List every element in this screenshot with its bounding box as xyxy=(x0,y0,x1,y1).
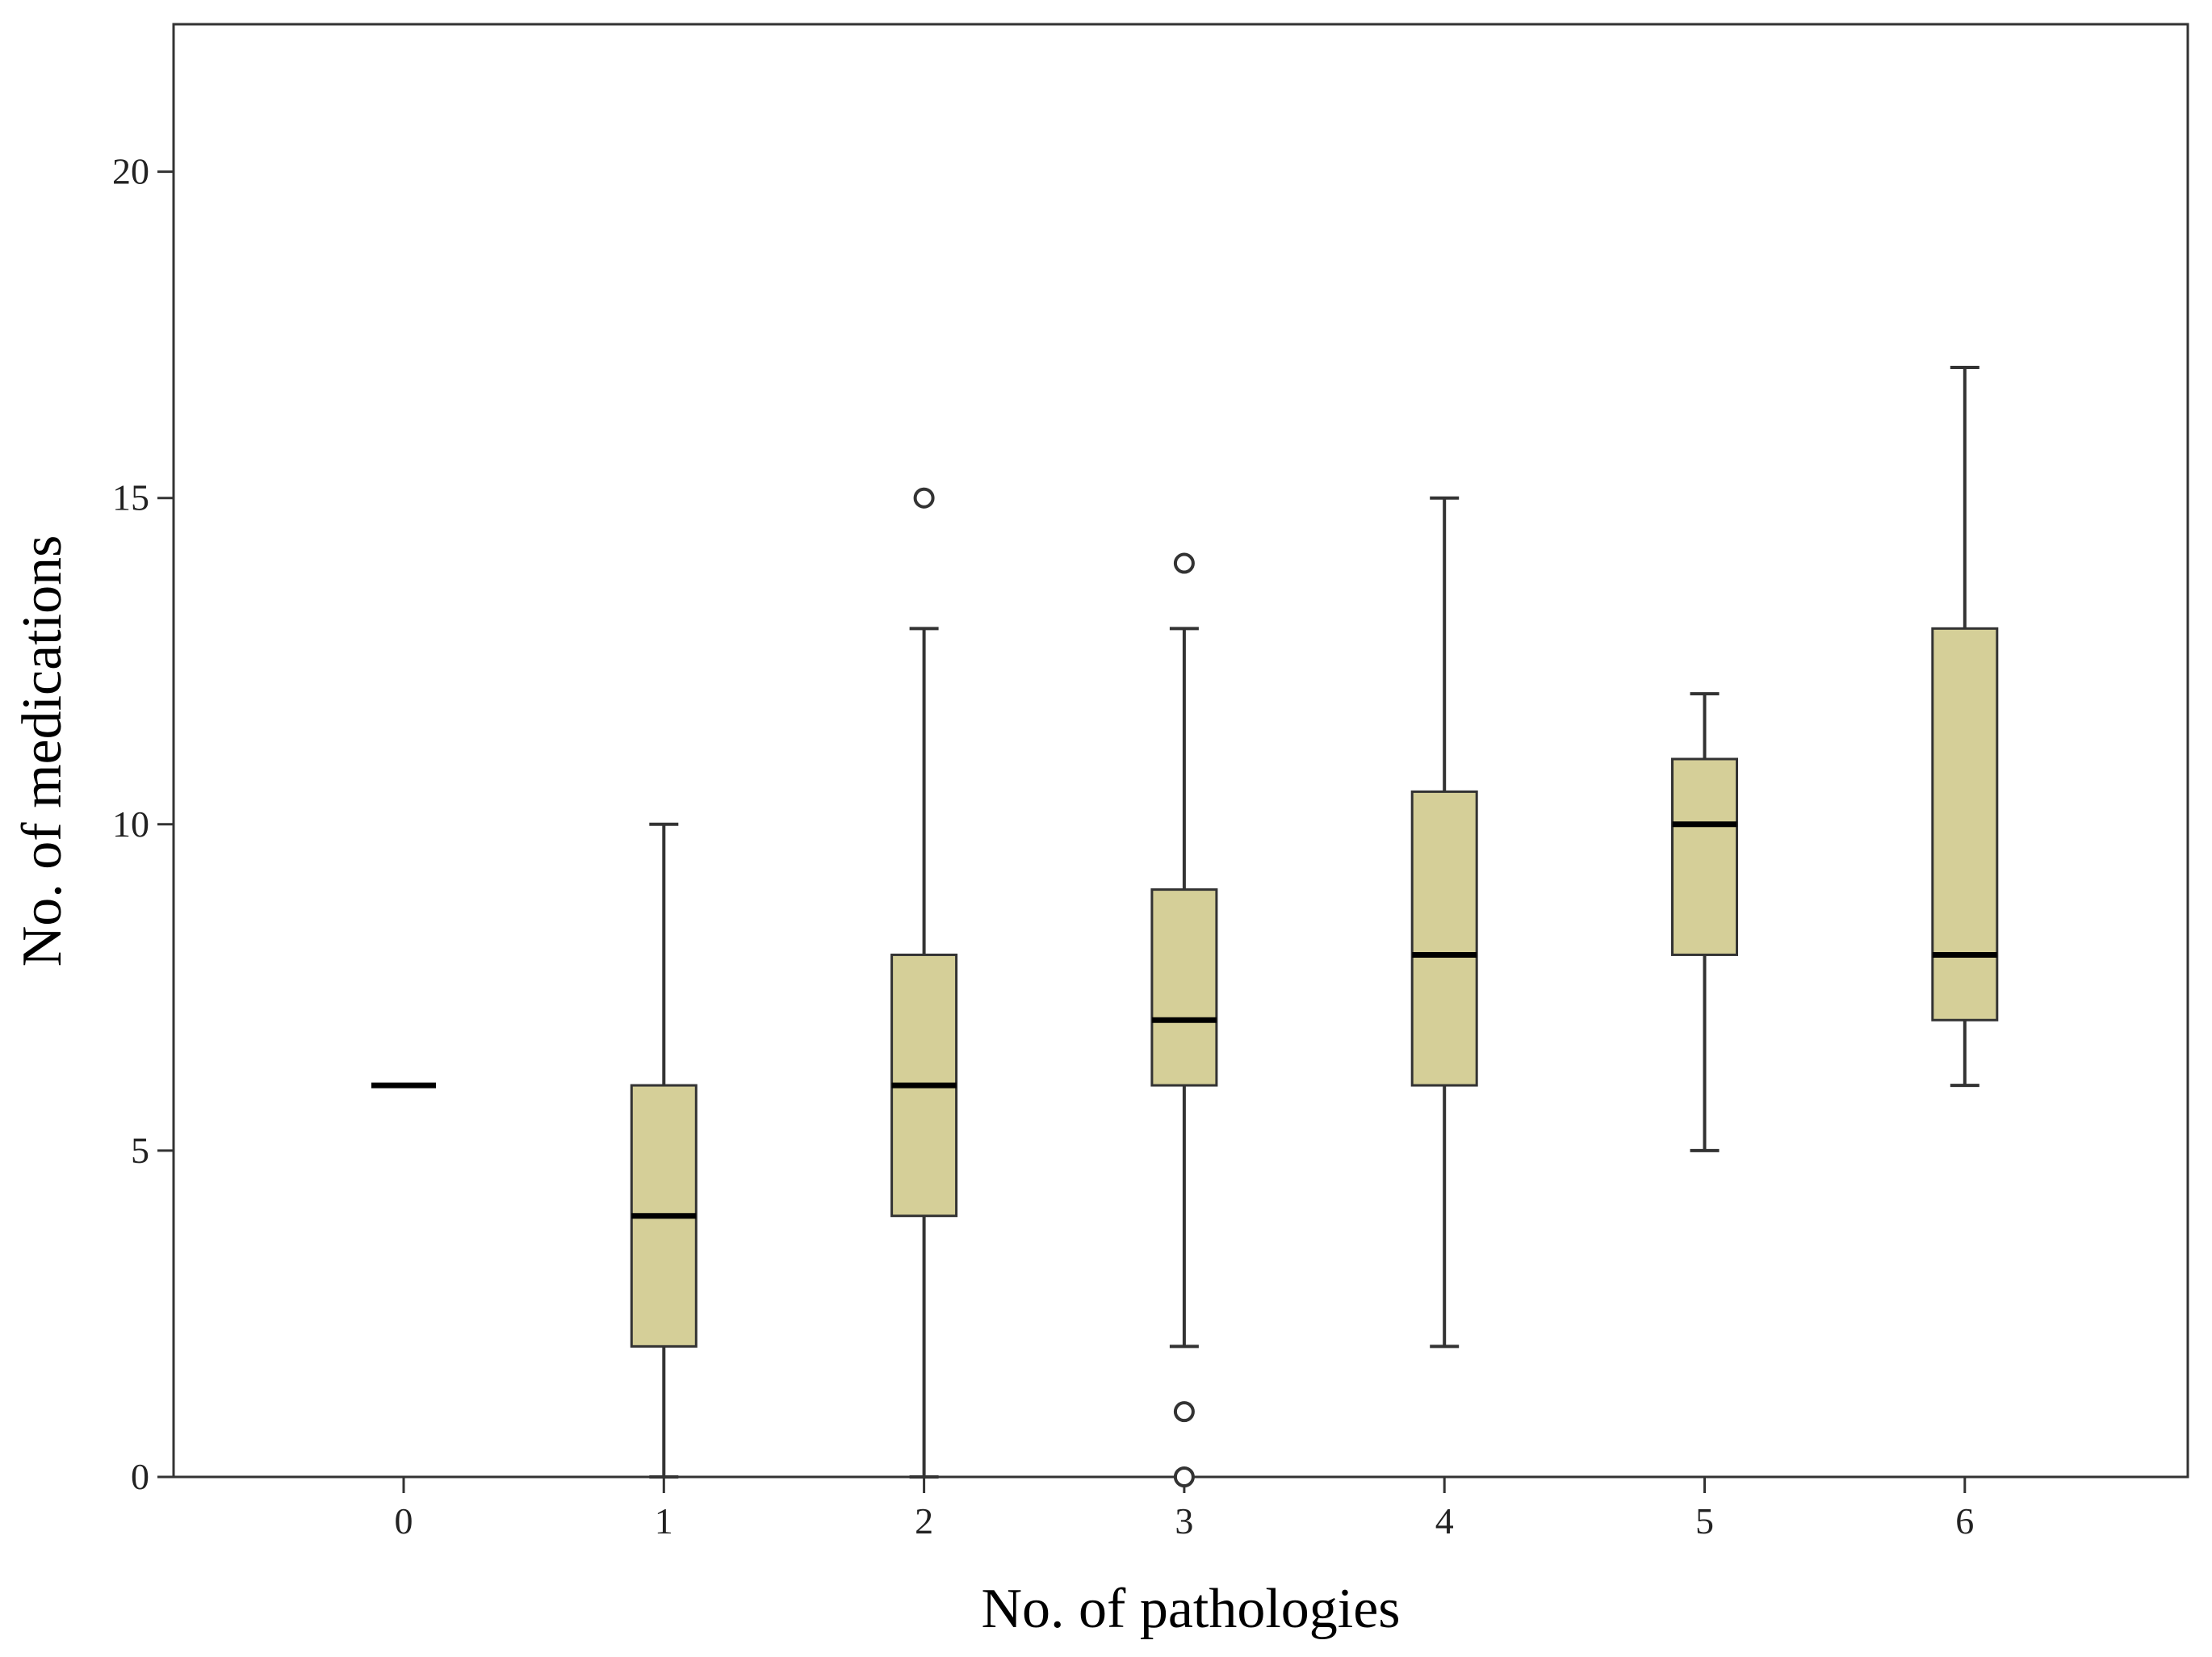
y-tick-label: 15 xyxy=(112,477,149,518)
box-iqr xyxy=(1931,627,1999,1021)
x-tick-label: 0 xyxy=(395,1500,413,1542)
x-axis: 0 1 2 3 4 5 6 xyxy=(395,1477,1974,1542)
box-iqr xyxy=(1410,790,1478,1087)
box-series xyxy=(371,366,1999,1487)
x-tick-label: 4 xyxy=(1435,1500,1454,1542)
y-tick-label: 10 xyxy=(112,803,149,845)
box-group-6 xyxy=(1931,366,1999,1088)
outlier-point xyxy=(1173,1466,1195,1487)
x-tick-label: 5 xyxy=(1695,1500,1714,1542)
y-tick-label: 20 xyxy=(112,151,149,192)
outlier-point xyxy=(913,487,935,509)
outlier-point xyxy=(1173,552,1195,574)
plot-frame xyxy=(172,23,2189,1479)
x-axis-label: No. of pathologies xyxy=(981,1578,1400,1640)
x-tick-label: 6 xyxy=(1955,1500,1974,1542)
y-tick-label: 5 xyxy=(131,1130,149,1171)
box-group-4 xyxy=(1410,496,1478,1349)
x-tick-label: 3 xyxy=(1175,1500,1193,1542)
y-tick-label: 0 xyxy=(131,1456,149,1497)
box-group-3 xyxy=(1150,552,1218,1487)
box-group-2 xyxy=(890,487,958,1479)
box-iqr xyxy=(1671,757,1738,956)
outlier-point xyxy=(1173,1401,1195,1423)
box-group-5 xyxy=(1671,692,1738,1152)
x-tick-label: 2 xyxy=(915,1500,933,1542)
box-iqr xyxy=(1150,888,1218,1087)
y-axis-label: No. of medications xyxy=(11,535,73,967)
y-axis: 0 5 10 15 20 xyxy=(112,151,174,1497)
box-group-1 xyxy=(630,822,698,1479)
x-tick-label: 1 xyxy=(655,1500,673,1542)
